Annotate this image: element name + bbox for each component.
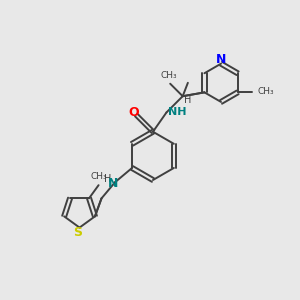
Text: N: N: [216, 53, 226, 66]
Text: CH₃: CH₃: [90, 172, 107, 181]
Text: N: N: [108, 177, 118, 190]
Text: O: O: [129, 106, 139, 118]
Text: S: S: [73, 226, 82, 239]
Text: CH₃: CH₃: [258, 87, 274, 96]
Text: H: H: [184, 95, 191, 105]
Text: H: H: [104, 174, 112, 184]
Text: CH₃: CH₃: [160, 71, 177, 80]
Text: NH: NH: [168, 107, 186, 117]
